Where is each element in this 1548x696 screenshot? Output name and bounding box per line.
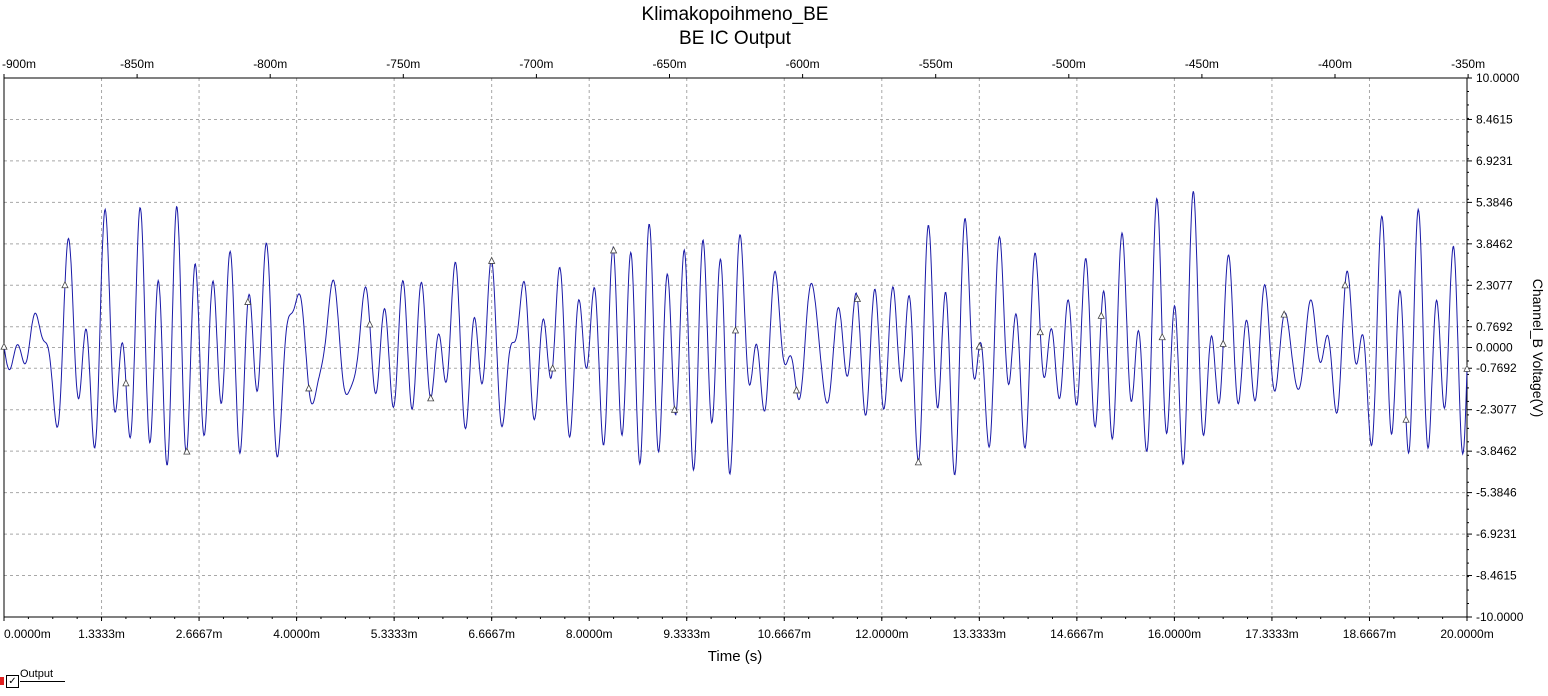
y-tick-label: 10.0000 xyxy=(1476,71,1520,85)
legend: ✓ Output xyxy=(0,668,70,688)
trace-marker xyxy=(366,320,374,328)
x-tick-label: 9.3333m xyxy=(663,627,710,641)
trace-marker xyxy=(975,342,983,350)
top-tick-label: -650m xyxy=(652,57,686,71)
y-tick-label: -2.3077 xyxy=(1476,403,1517,417)
top-axis-ticks: -900m -850m -800m -750m -700m -650m -600m -550m… xyxy=(2,57,1485,78)
y-tick-label: 0.7692 xyxy=(1476,320,1513,334)
y-tick-label: -5.3846 xyxy=(1476,486,1517,500)
chart-svg: 0.0000m 1.3333m 2.6667m 4.0000m 5.3333m 6.666… xyxy=(0,57,1546,665)
y-tick-label: -8.4615 xyxy=(1476,569,1517,583)
trace-marker xyxy=(1219,339,1227,347)
trace-marker xyxy=(609,246,618,254)
top-tick-label: -500m xyxy=(1052,57,1086,71)
trace-marker xyxy=(914,457,923,466)
chart-title: Klimakopoihmeno_BE xyxy=(641,4,829,25)
trace-marker xyxy=(0,342,8,350)
y-tick-label: 6.9231 xyxy=(1476,154,1513,168)
x-tick-label: 16.0000m xyxy=(1148,627,1201,641)
x-axis-ticks: 0.0000m 1.3333m 2.6667m 4.0000m 5.3333m 6.666… xyxy=(3,617,1494,641)
x-tick-label: 4.0000m xyxy=(273,627,320,641)
x-tick-label: 6.6667m xyxy=(468,627,515,641)
x-tick-label: 12.0000m xyxy=(855,627,908,641)
top-tick-label: -550m xyxy=(919,57,953,71)
trace-marker xyxy=(1341,280,1349,289)
y-tick-label: -6.9231 xyxy=(1476,527,1517,541)
trace-marker xyxy=(244,297,252,305)
trace-marker xyxy=(427,394,435,402)
trace-marker xyxy=(1402,415,1410,423)
top-tick-label: -600m xyxy=(786,57,820,71)
trace-marker xyxy=(183,447,191,455)
y-tick-label: -0.7692 xyxy=(1476,361,1517,375)
x-tick-label: 8.0000m xyxy=(566,627,613,641)
trace-marker xyxy=(1158,332,1166,341)
trace-marker xyxy=(792,386,801,394)
trace-markers xyxy=(0,246,1471,466)
x-tick-label: 14.6667m xyxy=(1050,627,1103,641)
x-tick-label: 20.0000m xyxy=(1440,627,1493,641)
trace-marker xyxy=(670,405,679,413)
top-tick-label: -750m xyxy=(386,57,420,71)
y-tick-label: 8.4615 xyxy=(1476,112,1513,126)
x-tick-label: 2.6667m xyxy=(176,627,223,641)
x-tick-label: 0.0000m xyxy=(4,627,51,641)
y-tick-label: -10.0000 xyxy=(1476,610,1524,624)
legend-color-marker xyxy=(0,677,4,685)
top-tick-label: -400m xyxy=(1318,57,1352,71)
trace-marker xyxy=(1463,364,1471,372)
legend-output-checkbox[interactable]: ✓ xyxy=(6,675,19,688)
x-tick-label: 13.3333m xyxy=(953,627,1006,641)
y-tick-label: 0.0000 xyxy=(1476,341,1513,355)
top-tick-label: -800m xyxy=(253,57,287,71)
legend-output-label: Output xyxy=(20,668,66,682)
trace-marker xyxy=(1097,311,1105,319)
x-tick-label: 17.3333m xyxy=(1245,627,1298,641)
x-tick-label: 5.3333m xyxy=(371,627,418,641)
chart-subtitle: BE IC Output xyxy=(679,28,791,49)
x-axis-label: Time (s) xyxy=(708,648,762,665)
top-tick-label: -350m xyxy=(1451,57,1485,71)
trace-marker xyxy=(1280,310,1288,318)
y-axis-label: Channel_B Voltage(V) xyxy=(1530,279,1546,418)
y-tick-label: -3.8462 xyxy=(1476,444,1517,458)
trace-marker xyxy=(61,280,69,289)
trace-marker xyxy=(548,364,557,372)
trace-marker xyxy=(731,326,740,334)
y-tick-label: 5.3846 xyxy=(1476,195,1513,209)
trace-marker xyxy=(853,294,862,302)
top-tick-label: -850m xyxy=(120,57,154,71)
trace-marker xyxy=(305,384,313,392)
top-tick-label: -700m xyxy=(519,57,553,71)
y-axis-ticks: 10.0000 8.4615 6.9231 5.3846 3.8462 2.3077 0.7… xyxy=(1467,71,1524,624)
trace-marker xyxy=(122,378,130,387)
trace-marker xyxy=(1036,327,1044,336)
y-tick-label: 3.8462 xyxy=(1476,237,1513,251)
trace-marker xyxy=(488,256,496,264)
y-tick-label: 2.3077 xyxy=(1476,278,1513,292)
top-tick-label: -900m xyxy=(2,57,36,71)
x-tick-label: 10.6667m xyxy=(758,627,811,641)
top-tick-label: -450m xyxy=(1185,57,1219,71)
x-tick-label: 18.6667m xyxy=(1343,627,1396,641)
x-tick-label: 1.3333m xyxy=(78,627,125,641)
